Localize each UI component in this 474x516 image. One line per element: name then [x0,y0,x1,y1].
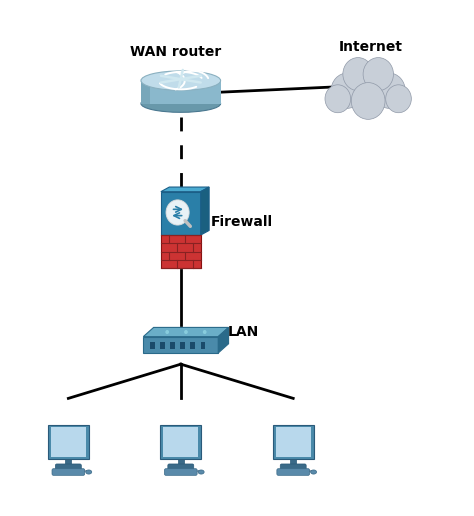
Circle shape [363,58,393,91]
FancyBboxPatch shape [178,459,184,465]
Circle shape [351,83,385,119]
FancyBboxPatch shape [180,342,185,349]
FancyBboxPatch shape [160,425,201,459]
FancyBboxPatch shape [143,336,218,353]
FancyBboxPatch shape [280,464,306,471]
Circle shape [331,73,364,108]
Ellipse shape [141,71,220,90]
FancyBboxPatch shape [163,427,199,457]
Text: Internet: Internet [338,40,402,54]
Text: WAN router: WAN router [130,45,222,59]
FancyBboxPatch shape [161,235,201,268]
FancyBboxPatch shape [65,459,72,465]
Circle shape [184,330,188,334]
Polygon shape [161,187,209,191]
FancyBboxPatch shape [55,464,82,471]
FancyBboxPatch shape [160,342,165,349]
Polygon shape [141,80,150,104]
FancyBboxPatch shape [48,425,89,459]
Circle shape [373,73,405,108]
FancyBboxPatch shape [191,342,195,349]
Polygon shape [201,187,209,235]
Circle shape [165,330,169,334]
Polygon shape [141,80,220,104]
FancyBboxPatch shape [277,469,310,475]
Polygon shape [143,328,228,336]
FancyBboxPatch shape [161,191,201,235]
Ellipse shape [198,470,204,474]
Circle shape [386,85,411,112]
Ellipse shape [141,95,220,112]
Circle shape [203,330,207,334]
FancyBboxPatch shape [51,427,86,457]
FancyBboxPatch shape [52,469,85,475]
FancyBboxPatch shape [150,342,155,349]
Circle shape [325,85,351,112]
FancyBboxPatch shape [273,425,314,459]
Ellipse shape [86,470,92,474]
FancyBboxPatch shape [290,459,296,465]
Ellipse shape [310,470,317,474]
FancyBboxPatch shape [170,342,175,349]
FancyBboxPatch shape [201,342,205,349]
Circle shape [347,62,389,108]
Polygon shape [218,328,228,353]
Circle shape [343,58,373,91]
Circle shape [166,200,189,225]
FancyBboxPatch shape [275,427,311,457]
Text: LAN: LAN [228,325,259,339]
FancyBboxPatch shape [168,464,194,471]
Text: Firewall: Firewall [211,215,273,229]
FancyBboxPatch shape [164,469,197,475]
